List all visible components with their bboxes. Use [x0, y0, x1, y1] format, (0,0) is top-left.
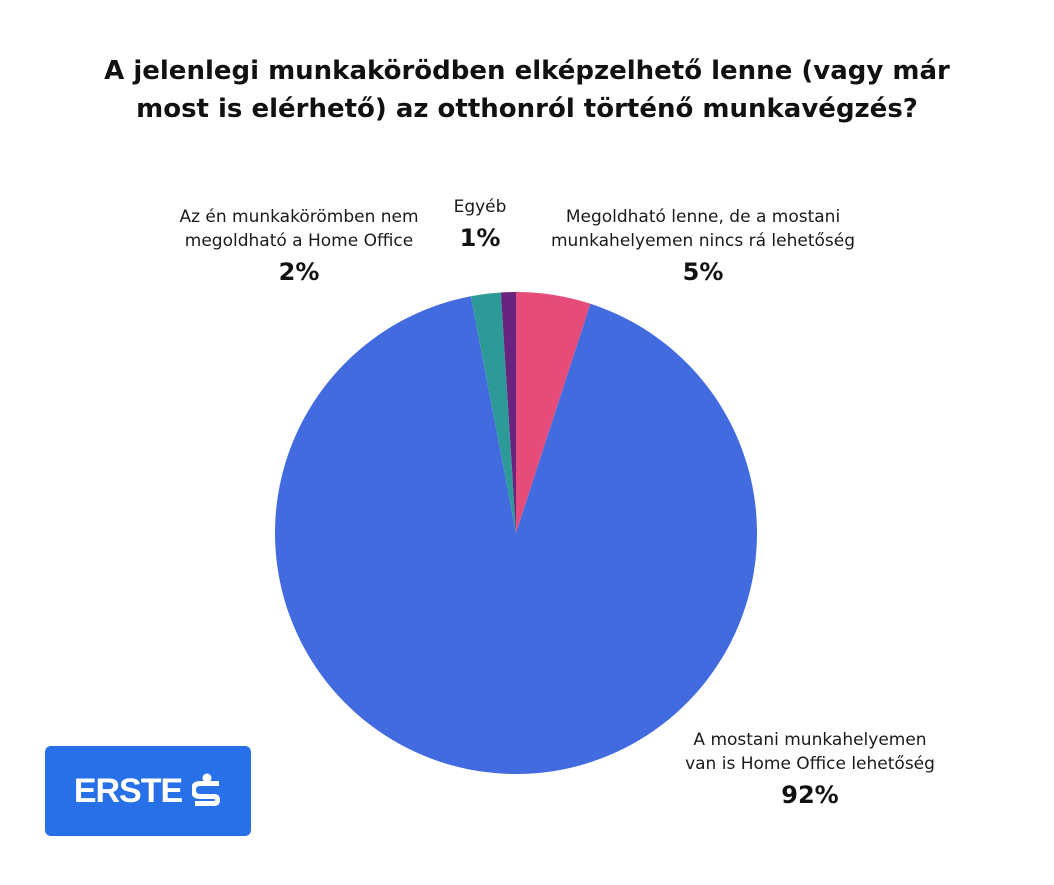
slice-label-text: megoldható a Home Office — [185, 231, 413, 251]
pie-slice-2 — [274, 296, 757, 774]
slice-label-text: A mostani munkahelyemen — [693, 730, 926, 750]
erste-logo-text: ERSTE — [73, 771, 183, 810]
slice-label-text: van is Home Office lehetőség — [685, 754, 935, 774]
slice-label-text: Az én munkakörömben nem — [179, 207, 418, 227]
slice-value-label: 2% — [279, 258, 320, 286]
chart-title-line-2: most is elérhető) az otthonról történő m… — [136, 94, 918, 124]
slice-value-label: 92% — [781, 781, 838, 809]
slice-label-1: Megoldható lenne, de a mostani munkahelye… — [551, 207, 855, 286]
chart-title-line-1: A jelenlegi munkakörödben elképzelhető l… — [104, 56, 950, 86]
pie-slice-3 — [470, 292, 516, 533]
pie-slices — [274, 292, 757, 774]
pie-slice-4 — [500, 292, 516, 533]
slice-value-label: 1% — [460, 224, 501, 252]
pie-labels: Megoldható lenne, de a mostani munkahelye… — [179, 197, 934, 809]
slice-label-4: Egyéb 1% — [454, 197, 507, 252]
slice-label-text: Megoldható lenne, de a mostani — [566, 207, 840, 227]
slice-label-text: Egyéb — [454, 197, 507, 217]
slice-label-2: A mostani munkahelyemen van is Home Offic… — [685, 730, 935, 809]
erste-s-icon — [192, 773, 221, 806]
slice-label-text: munkahelyemen nincs rá lehetőség — [551, 231, 855, 251]
erste-logo: ERSTE — [45, 746, 251, 836]
chart-title: A jelenlegi munkakörödben elképzelhető l… — [40, 52, 1014, 128]
pie-slice-1 — [516, 292, 591, 533]
slice-value-label: 5% — [683, 258, 724, 286]
slice-label-3: Az én munkakörömben nem megoldható a Home… — [179, 207, 418, 286]
